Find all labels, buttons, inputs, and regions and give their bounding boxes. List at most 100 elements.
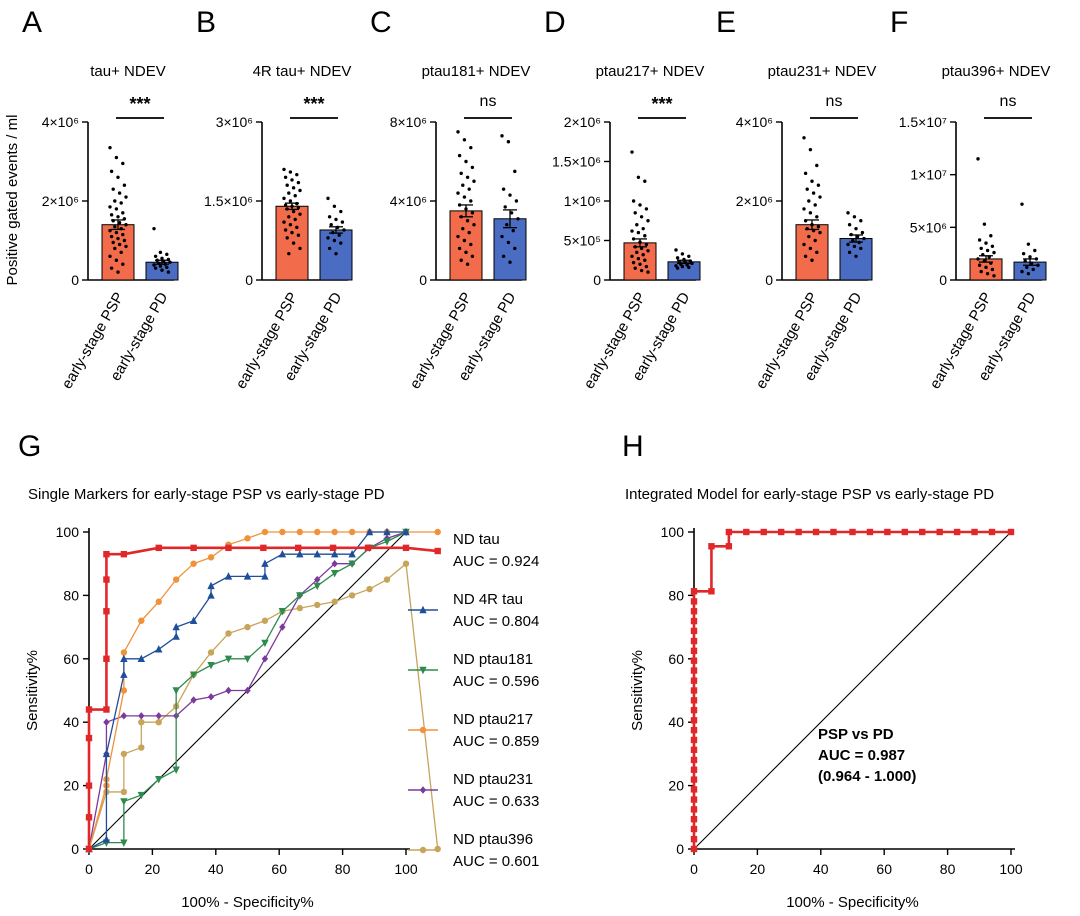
roc-series-nd-ptau396 (85, 560, 441, 853)
roc-point-marker (190, 696, 197, 704)
panel-letter-f: F (890, 6, 908, 39)
roc-point-marker (243, 572, 252, 580)
data-point (641, 253, 645, 257)
data-point (108, 205, 112, 209)
panel-letter-a: A (22, 6, 42, 39)
data-point (985, 248, 990, 253)
data-point (807, 234, 811, 239)
data-point (291, 209, 296, 214)
roc-point-marker (103, 718, 110, 726)
roc-point-marker (690, 806, 698, 813)
data-point (636, 256, 641, 261)
x-tick-label: 60 (271, 861, 287, 877)
data-point (808, 246, 813, 251)
panel-title: ptau181+ NDEV (422, 63, 531, 80)
data-point (506, 140, 511, 144)
roc-point-marker (296, 604, 304, 612)
data-point (508, 260, 512, 264)
data-point (465, 219, 470, 223)
data-point (117, 221, 122, 225)
data-point (116, 270, 120, 274)
roc-point-marker (137, 654, 146, 662)
data-point (630, 254, 634, 258)
roc-point-marker (261, 655, 269, 663)
data-point (639, 246, 644, 251)
significance-label: ns (826, 93, 843, 110)
roc-point-marker (313, 582, 321, 591)
data-point (810, 179, 814, 183)
x-tick-label: 20 (750, 861, 766, 877)
data-point (680, 264, 685, 269)
roc-point-marker (1007, 528, 1015, 536)
bar-panels-y-axis-label: Positive gated events / ml (4, 115, 21, 286)
data-point (456, 234, 460, 239)
legend-entry: ND ptau217 AUC = 0.859 (408, 711, 539, 750)
roc-point-marker (295, 544, 302, 552)
data-point (808, 211, 813, 215)
roc-point-marker (120, 788, 128, 796)
data-point (332, 238, 337, 243)
data-point (977, 263, 982, 267)
data-point (117, 242, 122, 247)
annotation-line: (0.964 - 1.000) (818, 768, 916, 785)
data-point (285, 236, 289, 240)
roc-point-marker (190, 544, 197, 552)
roc-point-marker (172, 687, 180, 695)
data-point (457, 246, 462, 251)
data-point (109, 169, 114, 174)
annotation-line: PSP vs PD (818, 726, 894, 743)
data-point (326, 196, 330, 201)
data-point (337, 233, 341, 237)
y-tick-label: 20 (668, 778, 684, 794)
y-tick-label: 100 (56, 524, 80, 540)
y-tick-label: 1.5×10⁶ (204, 193, 253, 209)
roc-point-marker (690, 816, 698, 823)
data-point (461, 226, 465, 231)
data-point (472, 179, 476, 183)
data-point (852, 215, 857, 219)
roc-point-marker (120, 712, 128, 720)
y-tick-label: 3×10⁶ (216, 114, 253, 130)
data-point (293, 217, 297, 222)
roc-point-marker (85, 734, 93, 742)
data-point (992, 274, 996, 278)
panel-title: 4R tau+ NDEV (253, 63, 352, 80)
data-point (287, 251, 291, 256)
roc-point-marker (85, 814, 93, 821)
roc-point-marker (279, 623, 286, 631)
roc-point-marker (971, 528, 978, 536)
data-point (470, 254, 475, 258)
legend-auc: AUC = 0.924 (453, 553, 539, 570)
y-tick-label: 0 (593, 272, 601, 288)
roc-point-marker (172, 632, 180, 640)
roc-point-marker (296, 528, 304, 536)
significance-label: *** (651, 94, 672, 114)
data-point (646, 249, 650, 253)
data-point (158, 250, 163, 255)
roc-point-marker (690, 617, 698, 625)
roc-curve-line (88, 562, 439, 850)
data-point (465, 262, 470, 266)
roc-point-marker (760, 528, 767, 536)
roc-point-marker (278, 608, 287, 616)
roc-point-marker (155, 544, 162, 552)
data-point (287, 215, 291, 219)
data-point (508, 193, 512, 197)
bar-psp (795, 224, 829, 281)
x-axis-label: 100% - Specificity% (181, 894, 314, 911)
data-point (816, 183, 821, 187)
data-point (984, 241, 988, 245)
legend-auc: AUC = 0.601 (453, 853, 539, 870)
data-point (283, 228, 288, 232)
data-point (815, 163, 819, 168)
roc-point-marker (120, 649, 128, 656)
data-point (119, 201, 123, 205)
data-point (811, 191, 816, 195)
legend-auc: AUC = 0.804 (453, 613, 539, 630)
data-point (639, 215, 644, 219)
data-point (165, 252, 169, 257)
roc-point-marker (189, 616, 198, 624)
